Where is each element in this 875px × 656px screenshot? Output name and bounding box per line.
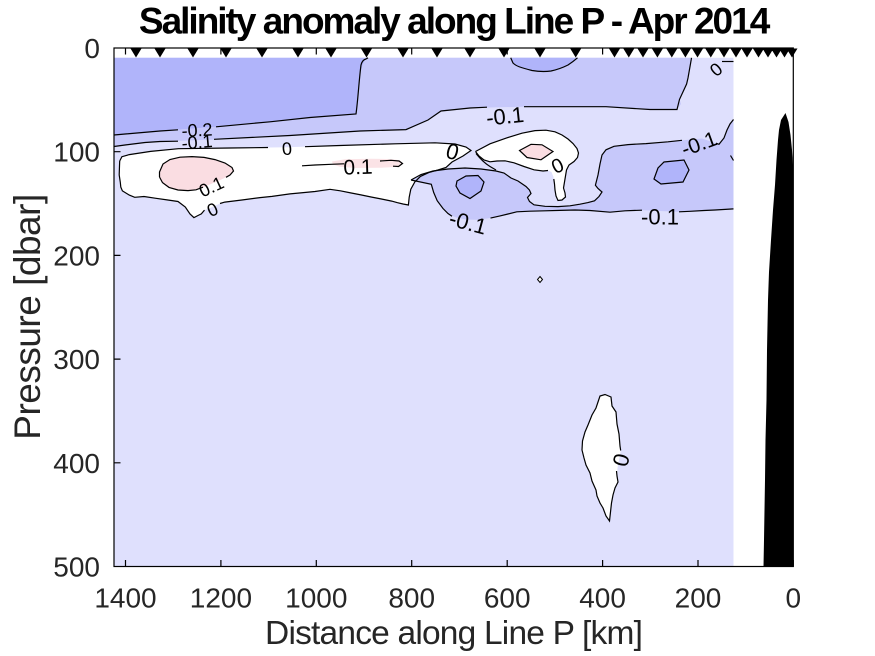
svg-text:Salinity anomaly along Line P: Salinity anomaly along Line P - Apr 2014	[139, 1, 771, 42]
svg-text:200: 200	[675, 583, 722, 614]
svg-text:400: 400	[579, 583, 626, 614]
svg-text:-0.1: -0.1	[181, 131, 214, 154]
svg-text:-0.2: -0.2	[181, 120, 213, 142]
svg-text:-0.1: -0.1	[641, 205, 679, 230]
svg-text:400: 400	[53, 448, 100, 479]
svg-text:0: 0	[84, 33, 100, 64]
svg-text:1200: 1200	[190, 583, 252, 614]
svg-text:1400: 1400	[94, 583, 156, 614]
svg-text:200: 200	[53, 240, 100, 271]
svg-text:600: 600	[484, 583, 531, 614]
svg-text:500: 500	[53, 552, 100, 583]
svg-text:300: 300	[53, 344, 100, 375]
svg-text:0.1: 0.1	[343, 156, 373, 180]
svg-text:0: 0	[786, 583, 802, 614]
svg-text:Pressure [dbar]: Pressure [dbar]	[7, 194, 48, 439]
svg-text:1000: 1000	[285, 583, 347, 614]
svg-text:800: 800	[388, 583, 435, 614]
svg-text:Distance along Line P [km]: Distance along Line P [km]	[265, 615, 642, 652]
svg-text:100: 100	[53, 137, 100, 168]
svg-text:-0.1: -0.1	[485, 102, 525, 131]
svg-text:0: 0	[281, 138, 293, 159]
